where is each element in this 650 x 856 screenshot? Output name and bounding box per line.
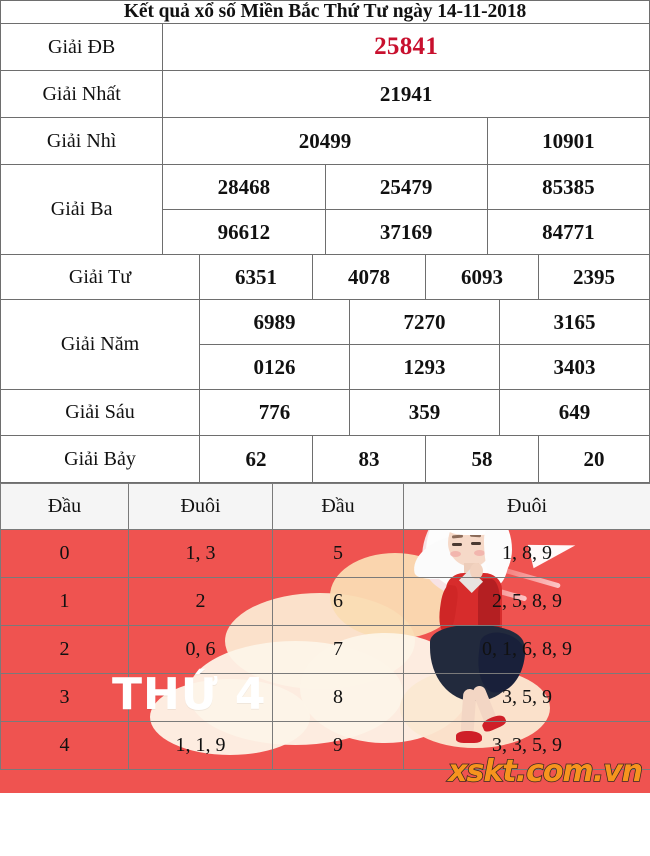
prize-value-tu-2: 4078 <box>312 254 426 300</box>
prize-row-db: Giải ĐB 25841 <box>0 23 650 71</box>
prize-row-ba-line1: Giải Ba 28468 25479 85385 <box>0 164 650 255</box>
lottery-results-table-bay: Giải Bảy 62 83 58 20 <box>0 435 650 483</box>
prize-value-ba-6: 84771 <box>486 209 650 255</box>
dau-duoi-section: Đầu Đuôi Đầu Đuôi 0 1, 3 5 1, 8, 9 1 2 6… <box>0 483 650 793</box>
duoi-right-value: 3, 3, 5, 9 <box>403 721 650 770</box>
prize-value-sau-1: 776 <box>199 389 350 436</box>
dau-right-value: 7 <box>272 625 404 674</box>
prize-row-nhat: Giải Nhất 21941 <box>0 70 650 118</box>
prize-value-tu-1: 6351 <box>199 254 313 300</box>
duoi-left-value: 1, 3 <box>128 529 273 578</box>
prize-label-nam: Giải Năm <box>0 299 200 390</box>
prize-value-nam-4: 0126 <box>199 344 350 390</box>
duoi-left-value: 0, 6 <box>128 625 273 674</box>
results-title-row: Kết quả xổ số Miền Bắc Thứ Tư ngày 14-11… <box>0 0 650 24</box>
prize-value-nam-3: 3165 <box>499 299 650 345</box>
prize-value-ba-1: 28468 <box>162 164 326 210</box>
prize-value-bay-1: 62 <box>199 435 313 483</box>
prize-row-bay: Giải Bảy 62 83 58 20 <box>0 435 650 483</box>
dau-duoi-header-row: Đầu Đuôi Đầu Đuôi <box>0 483 650 530</box>
duoi-right-value: 2, 5, 8, 9 <box>403 577 650 626</box>
prize-row-nhi: Giải Nhì 20499 10901 <box>0 117 650 165</box>
duoi-right-value: 1, 8, 9 <box>403 529 650 578</box>
duoi-left-value <box>128 673 273 722</box>
prize-value-db: 25841 <box>162 23 650 71</box>
prize-value-sau-3: 649 <box>499 389 650 436</box>
prize-value-nam-1: 6989 <box>199 299 350 345</box>
column-header-dau-left: Đầu <box>0 483 129 530</box>
lottery-results-table-nam-sau: Giải Năm 6989 7270 3165 0126 1293 3403 G… <box>0 299 650 436</box>
prize-label-sau: Giải Sáu <box>0 389 200 436</box>
prize-value-ba-3: 85385 <box>486 164 650 210</box>
table-row: 2 0, 6 7 0, 1, 6, 8, 9 <box>0 625 650 674</box>
prize-row-nam-line1: Giải Năm 6989 7270 3165 <box>0 299 650 390</box>
dau-left-value: 4 <box>0 721 129 770</box>
prize-label-db: Giải ĐB <box>0 23 164 71</box>
page-title: Kết quả xổ số Miền Bắc Thứ Tư ngày 14-11… <box>0 0 650 24</box>
prize-label-nhi: Giải Nhì <box>0 117 164 165</box>
dau-left-value: 2 <box>0 625 129 674</box>
prize-label-tu: Giải Tư <box>0 254 200 300</box>
prize-value-nam-6: 3403 <box>499 344 650 390</box>
prize-value-ba-2: 25479 <box>324 164 488 210</box>
lottery-results-table-tu: Giải Tư 6351 4078 6093 2395 <box>0 254 650 300</box>
prize-value-bay-3: 58 <box>425 435 539 483</box>
prize-value-tu-3: 6093 <box>425 254 539 300</box>
dau-right-value: 6 <box>272 577 404 626</box>
duoi-left-value: 2 <box>128 577 273 626</box>
dau-left-value: 1 <box>0 577 129 626</box>
prize-value-nam-2: 7270 <box>349 299 500 345</box>
table-row: 0 1, 3 5 1, 8, 9 <box>0 529 650 578</box>
dau-right-value: 5 <box>272 529 404 578</box>
dau-right-value: 9 <box>272 721 404 770</box>
table-row: 4 1, 1, 9 9 3, 3, 5, 9 <box>0 721 650 770</box>
prize-value-nhi-1: 20499 <box>162 117 488 165</box>
dau-left-value: 3 <box>0 673 129 722</box>
prize-row-nam-line2: 0126 1293 3403 <box>1 344 650 390</box>
prize-value-bay-4: 20 <box>538 435 650 483</box>
prize-value-nhat: 21941 <box>162 70 650 118</box>
prize-label-bay: Giải Bảy <box>0 435 200 483</box>
prize-value-ba-4: 96612 <box>162 209 326 255</box>
prize-row-ba-line2: 96612 37169 84771 <box>1 209 650 255</box>
table-row: 3 8 3, 5, 9 <box>0 673 650 722</box>
prize-value-tu-4: 2395 <box>538 254 650 300</box>
prize-label-ba: Giải Ba <box>0 164 164 255</box>
prize-value-nhi-2: 10901 <box>486 117 650 165</box>
dau-duoi-table: Đầu Đuôi Đầu Đuôi 0 1, 3 5 1, 8, 9 1 2 6… <box>0 483 650 770</box>
prize-label-nhat: Giải Nhất <box>0 70 164 118</box>
prize-row-tu: Giải Tư 6351 4078 6093 2395 <box>0 254 650 300</box>
prize-value-nam-5: 1293 <box>349 344 500 390</box>
column-header-duoi-right: Đuôi <box>403 483 650 530</box>
duoi-right-value: 0, 1, 6, 8, 9 <box>403 625 650 674</box>
column-header-duoi-left: Đuôi <box>128 483 273 530</box>
prize-row-sau: Giải Sáu 776 359 649 <box>0 389 650 436</box>
lottery-results-table: Kết quả xổ số Miền Bắc Thứ Tư ngày 14-11… <box>0 0 650 255</box>
duoi-left-value: 1, 1, 9 <box>128 721 273 770</box>
table-row: 1 2 6 2, 5, 8, 9 <box>0 577 650 626</box>
prize-value-ba-5: 37169 <box>324 209 488 255</box>
prize-value-sau-2: 359 <box>349 389 500 436</box>
duoi-right-value: 3, 5, 9 <box>403 673 650 722</box>
prize-value-bay-2: 83 <box>312 435 426 483</box>
dau-left-value: 0 <box>0 529 129 578</box>
column-header-dau-right: Đầu <box>272 483 404 530</box>
dau-right-value: 8 <box>272 673 404 722</box>
